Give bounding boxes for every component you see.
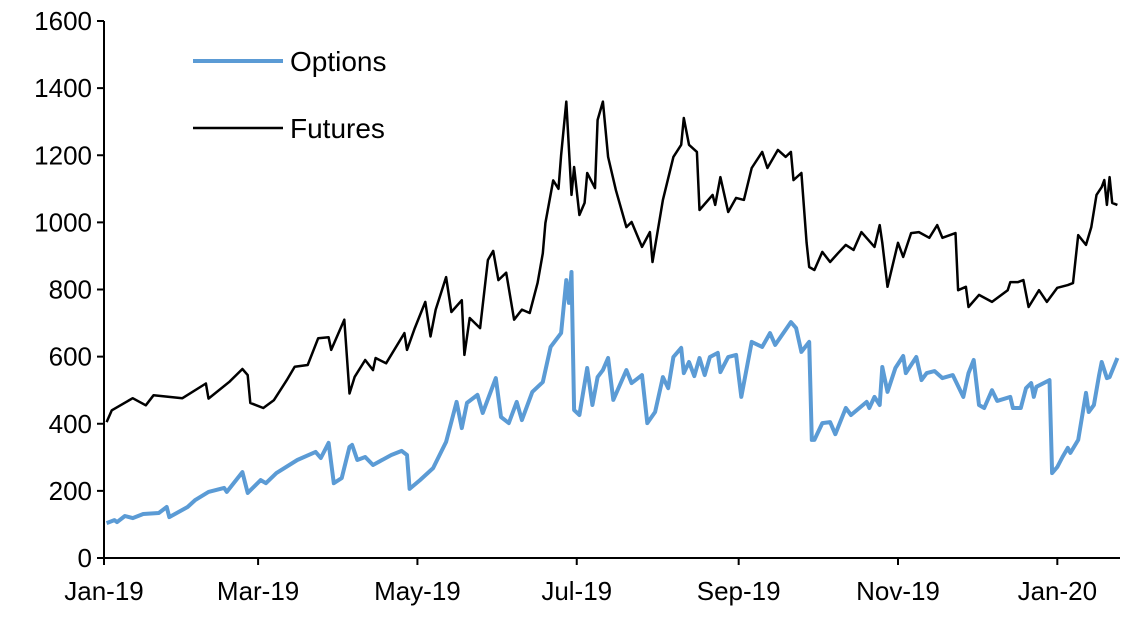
y-axis-ticks: 0 200 400 600 800 1000 1200 1400 1600 (34, 6, 104, 573)
x-tick-label: May-19 (374, 576, 461, 606)
legend-item-options: Options (193, 46, 387, 77)
y-tick-label: 1200 (34, 140, 92, 170)
y-tick-label: 1600 (34, 6, 92, 36)
legend-label-options: Options (290, 46, 387, 77)
x-axis-ticks: Jan-19 Mar-19 May-19 Jul-19 Sep-19 Nov-19 Jan-… (64, 558, 1097, 606)
series-layer (105, 100, 1120, 525)
y-tick-label: 0 (78, 543, 92, 573)
x-tick-label: Nov-19 (856, 576, 940, 606)
x-tick-label: Jan-19 (64, 576, 144, 606)
y-tick-label: 600 (49, 342, 92, 372)
legend-label-futures: Futures (290, 113, 385, 144)
y-tick-label: 400 (49, 409, 92, 439)
x-tick-label: Jan-20 (1018, 576, 1098, 606)
series-line-options (105, 270, 1120, 525)
y-tick-label: 200 (49, 476, 92, 506)
series-line-futures (105, 100, 1118, 423)
y-tick-label: 1000 (34, 207, 92, 237)
x-tick-label: Jul-19 (541, 576, 612, 606)
y-tick-label: 800 (49, 275, 92, 305)
legend-item-futures: Futures (193, 113, 385, 144)
legend: Options Futures (193, 46, 387, 144)
x-tick-label: Sep-19 (697, 576, 781, 606)
y-tick-label: 1400 (34, 73, 92, 103)
x-tick-label: Mar-19 (217, 576, 299, 606)
